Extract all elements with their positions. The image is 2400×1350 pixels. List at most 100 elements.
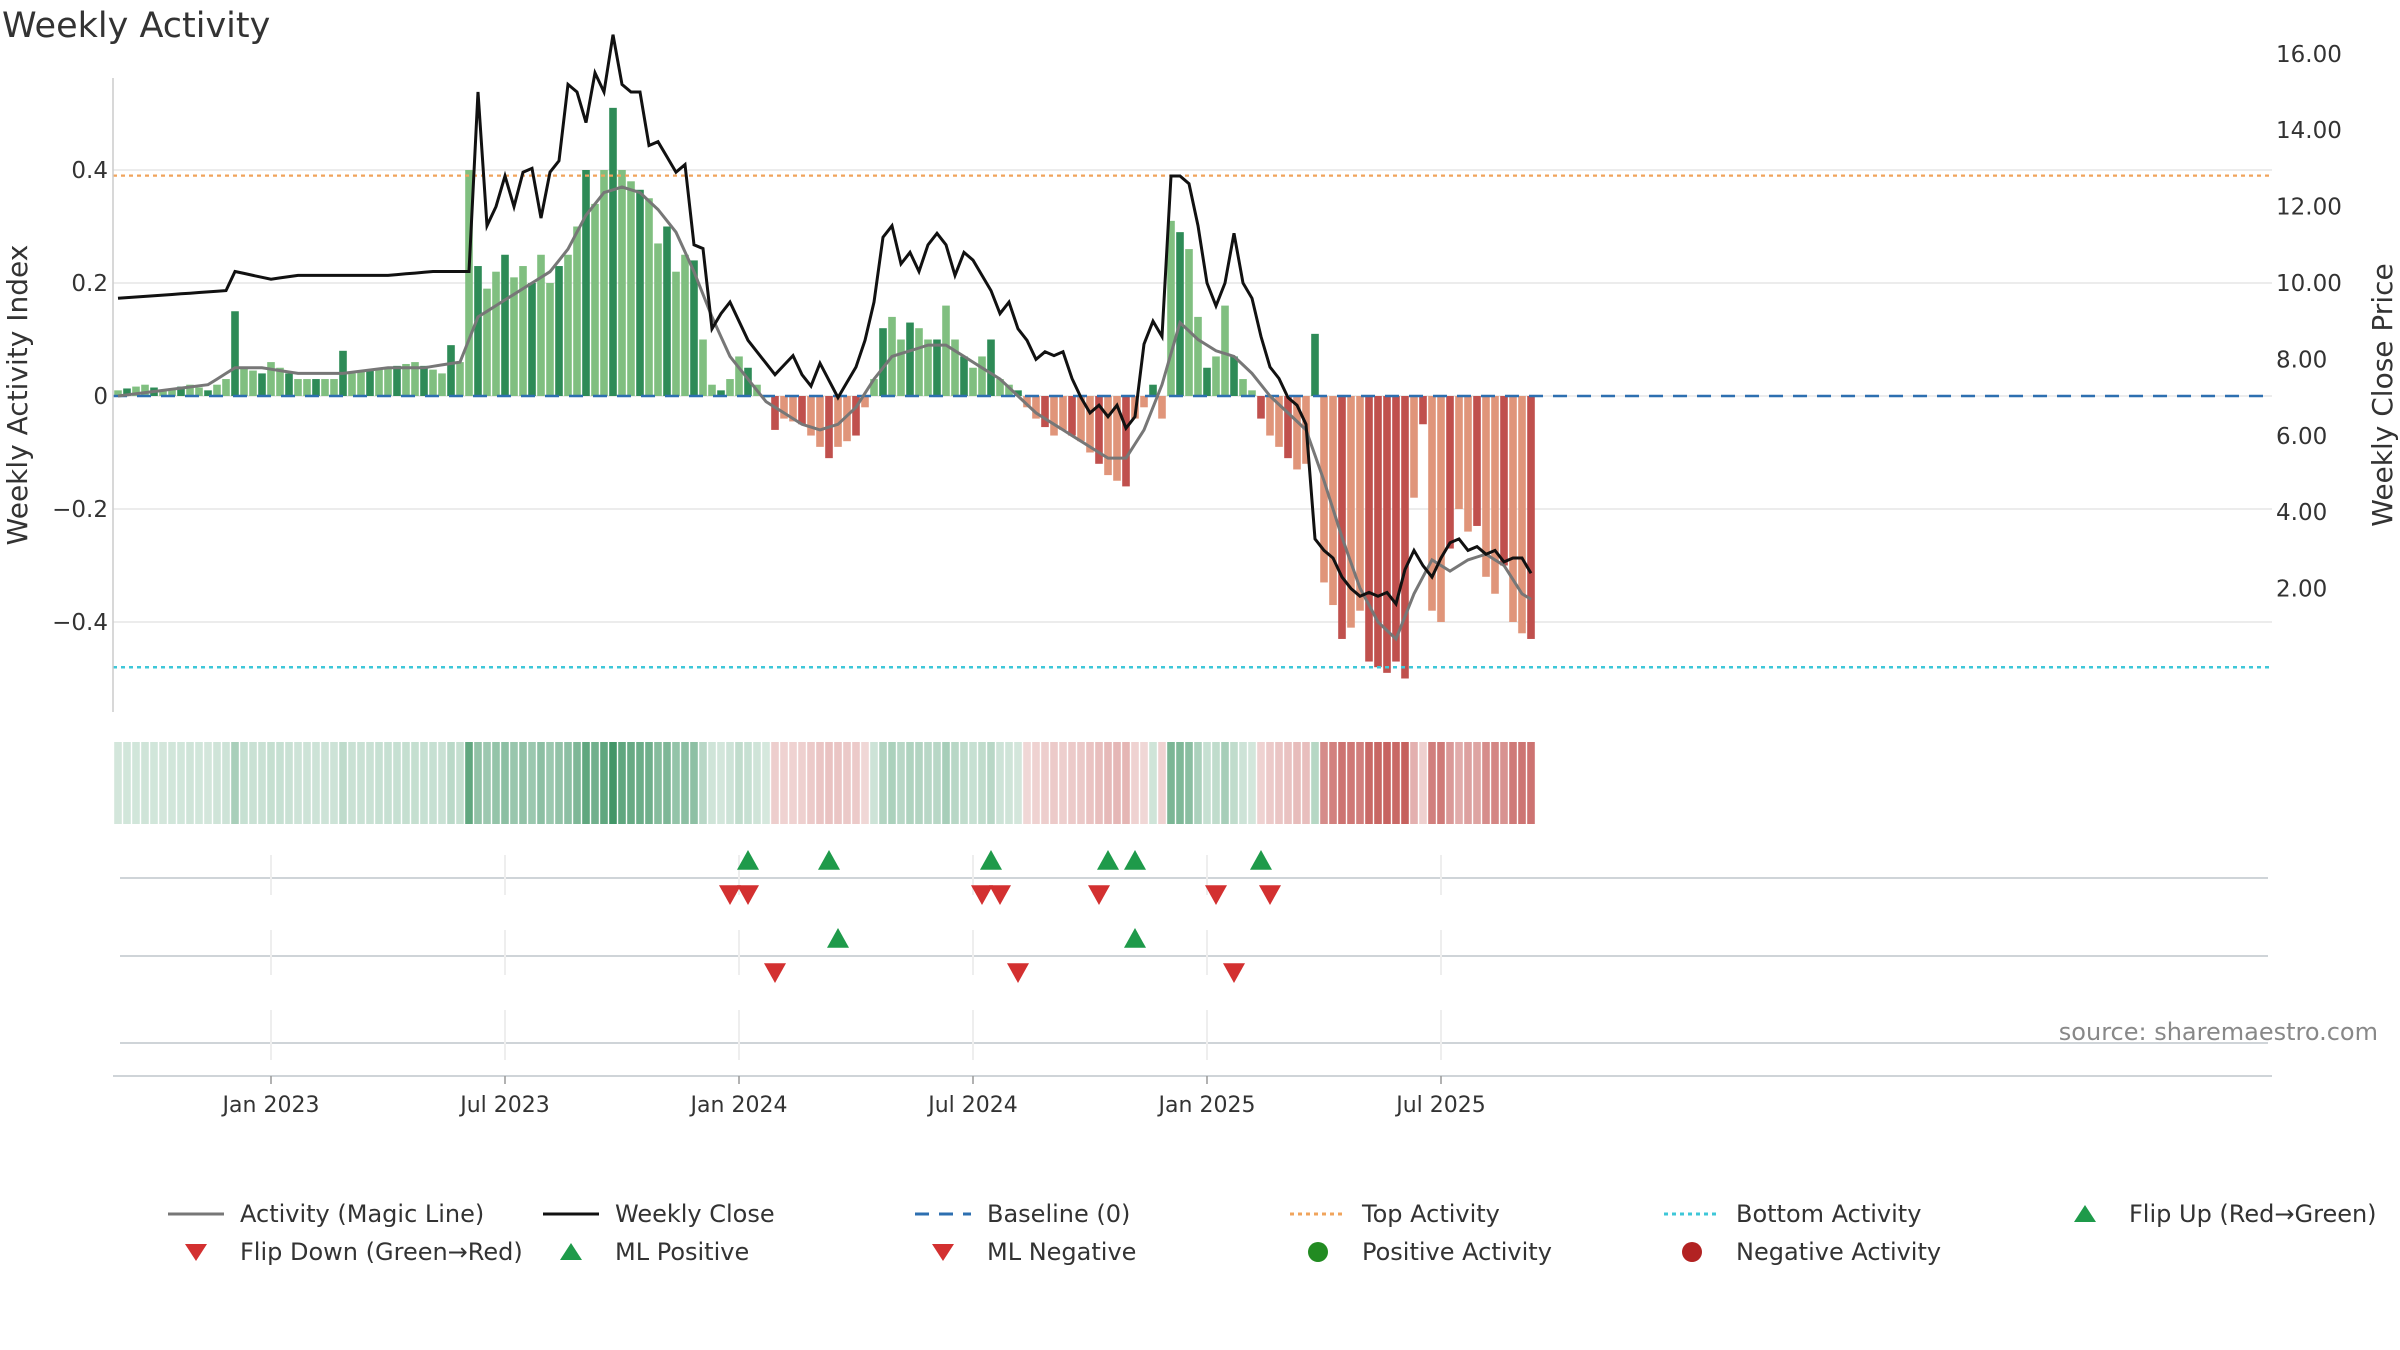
heat-cell	[519, 742, 527, 824]
heat-cell	[402, 742, 410, 824]
activity-bar	[1437, 396, 1445, 622]
heat-cell	[1302, 742, 1310, 824]
heat-cell	[897, 742, 905, 824]
activity-bar	[978, 356, 986, 396]
activity-bar	[807, 396, 815, 436]
activity-bar	[951, 339, 959, 396]
activity-bar	[915, 328, 923, 396]
activity-bar	[699, 339, 707, 396]
activity-bar	[1365, 396, 1373, 662]
activity-bar	[852, 396, 860, 436]
activity-bar	[231, 311, 239, 396]
activity-bar	[1455, 396, 1463, 509]
activity-bar	[195, 387, 203, 396]
x-tick-label: Jan 2024	[689, 1093, 788, 1118]
activity-bar	[141, 384, 149, 396]
activity-bar	[1167, 220, 1175, 396]
activity-bar	[1212, 356, 1220, 396]
legend-symbol-triangle-up	[2055, 1202, 2121, 1226]
legend-item: Top Activity	[1288, 1200, 1500, 1228]
activity-bar	[1464, 396, 1472, 532]
x-tick-label: Jan 2023	[221, 1093, 320, 1118]
activity-bar	[303, 379, 311, 396]
activity-bar	[285, 373, 293, 396]
legend-item: ML Negative	[913, 1238, 1136, 1266]
flip-down-marker	[1205, 885, 1227, 905]
y-tick-label-right: 6.00	[2276, 424, 2327, 450]
heat-cell	[213, 742, 221, 824]
activity-bar	[681, 254, 689, 396]
activity-bar	[1284, 396, 1292, 459]
activity-bar	[546, 283, 554, 396]
heat-cell	[186, 742, 194, 824]
y-tick-label-right: 8.00	[2276, 347, 2327, 373]
heat-cell	[1131, 742, 1139, 824]
heat-cell	[1428, 742, 1436, 824]
heat-cell	[915, 742, 923, 824]
activity-bar	[1410, 396, 1418, 498]
heat-cell	[762, 742, 770, 824]
activity-bar	[924, 339, 932, 396]
activity-bar	[573, 226, 581, 396]
activity-bar	[438, 373, 446, 396]
flip-down-marker	[737, 885, 759, 905]
activity-bar	[1509, 396, 1517, 622]
activity-bar	[1041, 396, 1049, 428]
activity-bar	[249, 370, 257, 396]
activity-bar	[123, 388, 131, 396]
activity-bar	[1374, 396, 1382, 668]
activity-bar	[816, 396, 824, 447]
ml-negative-marker	[1007, 963, 1029, 983]
activity-bar	[393, 365, 401, 396]
activity-bar	[1392, 396, 1400, 662]
heat-cell	[375, 742, 383, 824]
heat-cell	[933, 742, 941, 824]
heat-cell	[1032, 742, 1040, 824]
activity-bar	[1248, 390, 1256, 396]
activity-bar	[600, 170, 608, 396]
heat-cell	[609, 742, 617, 824]
heat-cell	[1023, 742, 1031, 824]
activity-bar	[204, 390, 212, 396]
heat-cell	[429, 742, 437, 824]
heat-cell	[420, 742, 428, 824]
x-tick-label: Jan 2025	[1157, 1093, 1256, 1118]
legend: Activity (Magic Line) Weekly Close Baselin…	[0, 1200, 2400, 1290]
activity-bar	[384, 367, 392, 396]
legend-symbol-line-solid	[541, 1202, 607, 1226]
heat-cell	[780, 742, 788, 824]
flip-down-marker	[719, 885, 741, 905]
activity-bar	[1140, 396, 1148, 408]
heat-cell	[150, 742, 158, 824]
legend-symbol-circle	[1662, 1240, 1728, 1264]
activity-bar	[1491, 396, 1499, 594]
y-axis-label-right: Weekly Close Price	[2366, 263, 2399, 526]
activity-bar	[987, 339, 995, 396]
activity-bar	[735, 356, 743, 396]
heat-cell	[717, 742, 725, 824]
flip-up-marker	[818, 850, 840, 870]
heat-cell	[1491, 742, 1499, 824]
heat-cell	[546, 742, 554, 824]
activity-bar	[366, 370, 374, 396]
activity-bar	[267, 362, 275, 396]
legend-label: Bottom Activity	[1736, 1200, 1922, 1228]
heat-cell	[1068, 742, 1076, 824]
activity-bar	[159, 390, 167, 396]
heat-cell	[456, 742, 464, 824]
heat-cell	[798, 742, 806, 824]
activity-heat-strip	[114, 742, 1535, 824]
heat-cell	[1239, 742, 1247, 824]
heat-cell	[1050, 742, 1058, 824]
heat-cell	[267, 742, 275, 824]
legend-label: Negative Activity	[1736, 1238, 1942, 1266]
heat-cell	[510, 742, 518, 824]
heat-cell	[1437, 742, 1445, 824]
flip-down-marker	[989, 885, 1011, 905]
heat-cell	[852, 742, 860, 824]
heat-cell	[303, 742, 311, 824]
heat-cell	[1383, 742, 1391, 824]
heat-cell	[807, 742, 815, 824]
legend-symbol-line-dot	[1662, 1202, 1728, 1226]
heat-cell	[1293, 742, 1301, 824]
